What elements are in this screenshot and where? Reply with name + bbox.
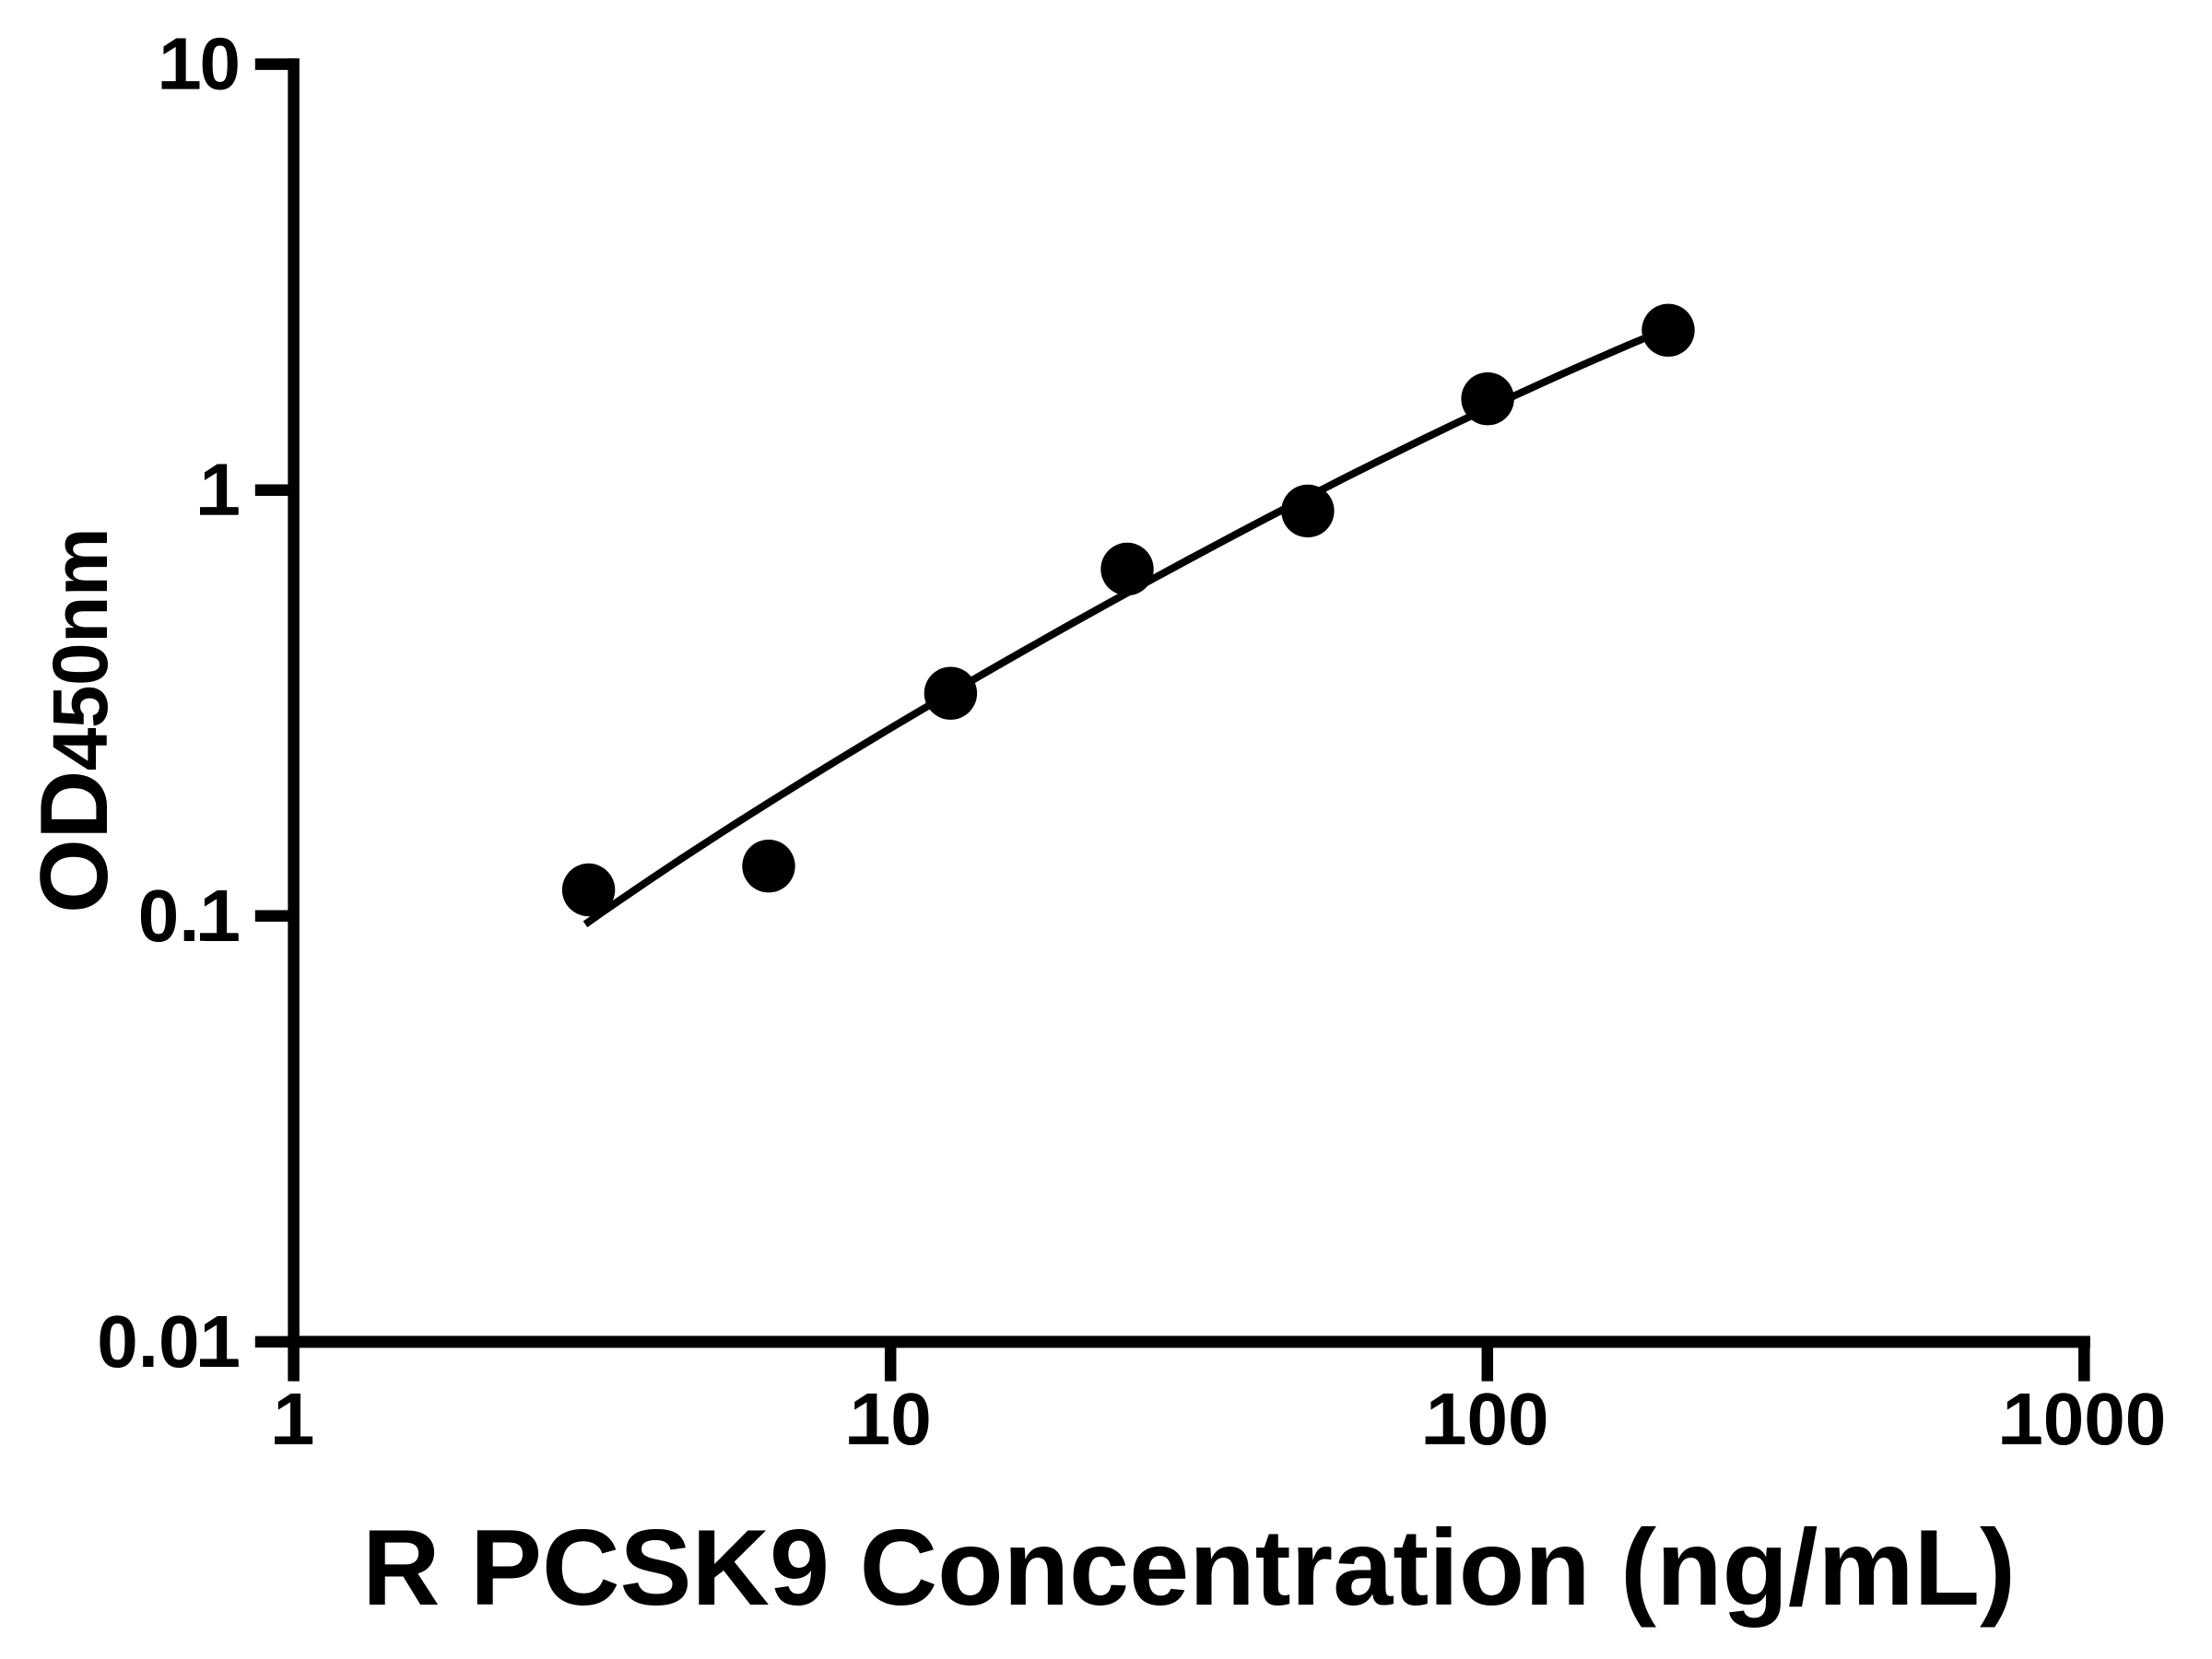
svg-text:1: 1 — [273, 1378, 314, 1460]
svg-text:10: 10 — [850, 1378, 932, 1460]
svg-text:10: 10 — [159, 23, 241, 105]
svg-text:100: 100 — [1426, 1378, 1548, 1460]
svg-text:1000: 1000 — [2002, 1378, 2166, 1460]
svg-text:R PCSK9 Concentration (ng/mL): R PCSK9 Concentration (ng/mL) — [362, 1507, 2016, 1628]
svg-text:OD450nm: OD450nm — [21, 528, 128, 913]
svg-text:0.01: 0.01 — [97, 1300, 241, 1382]
svg-text:1: 1 — [200, 449, 241, 531]
svg-text:0.1: 0.1 — [138, 875, 241, 957]
